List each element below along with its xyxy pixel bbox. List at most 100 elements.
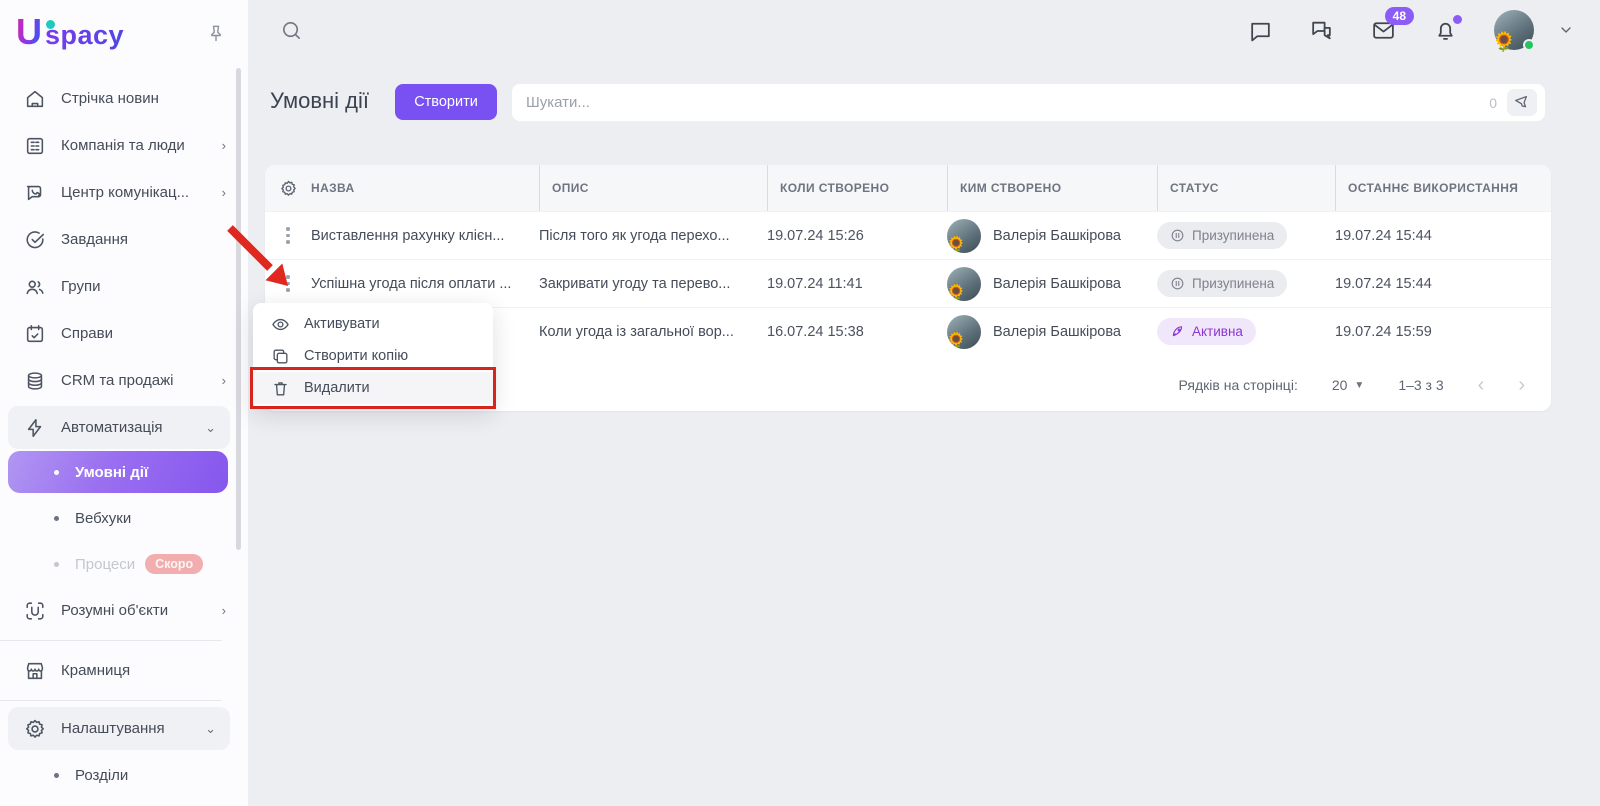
- logo-mark: U: [16, 11, 42, 52]
- row-actions-kebab-icon[interactable]: [265, 275, 311, 292]
- notifications-bell-icon[interactable]: [1433, 14, 1462, 43]
- table-row[interactable]: Виставлення рахунку клієн... Після того …: [265, 211, 1551, 259]
- rows-per-page-select[interactable]: 20 ▼: [1331, 377, 1365, 393]
- search-input[interactable]: [526, 94, 1490, 111]
- sidebar-item-label: Автоматизація: [61, 419, 163, 436]
- table-header: НАЗВА ОПИС КОЛИ СТВОРЕНО КИМ СТВОРЕНО СТ…: [265, 165, 1551, 211]
- bullet-icon: [54, 561, 59, 567]
- create-button[interactable]: Створити: [395, 84, 497, 120]
- sidebar-nav: Стрічка новин Компанія та люди › Центр к…: [0, 61, 248, 798]
- sidebar-item-automation[interactable]: Автоматизація ⌄: [8, 406, 230, 449]
- cell-author: 🌻 Валерія Башкірова: [947, 266, 1157, 301]
- divider: [0, 700, 222, 701]
- main-content: Умовні дії Створити 0 НАЗВА ОПИС КОЛИ СТ…: [248, 0, 1600, 806]
- messenger-icon[interactable]: [1309, 18, 1334, 43]
- smart-objects-icon: [24, 600, 46, 622]
- filter-icon[interactable]: [1507, 89, 1537, 116]
- bullet-icon: [54, 772, 59, 778]
- chat-icon[interactable]: [1248, 18, 1273, 43]
- sidebar-item-smart-objects[interactable]: Розумні об'єкти ›: [0, 587, 240, 634]
- chevron-right-icon: ›: [221, 138, 226, 153]
- profile-chevron-down-icon[interactable]: [1558, 22, 1574, 38]
- previous-page-icon[interactable]: ‹: [1477, 374, 1485, 396]
- sidebar-subitem-conditional-actions[interactable]: Умовні дії: [8, 451, 228, 493]
- logo-dot-icon: [46, 20, 55, 29]
- calendar-icon: [24, 323, 46, 345]
- sidebar-subitem-sections[interactable]: Розділи: [0, 752, 240, 798]
- sidebar-item-activities[interactable]: Справи: [0, 310, 240, 357]
- sidebar-item-tasks[interactable]: Завдання: [0, 216, 240, 263]
- eye-icon: [271, 315, 290, 334]
- user-avatar[interactable]: 🌻: [1492, 10, 1535, 52]
- author-avatar: 🌻: [947, 314, 981, 349]
- rocket-icon: [1172, 326, 1183, 337]
- sidebar-item-settings[interactable]: Налаштування ⌄: [8, 707, 230, 750]
- author-avatar: 🌻: [947, 266, 981, 301]
- cell-last-used: 19.07.24 15:44: [1335, 227, 1432, 244]
- column-header-status[interactable]: СТАТУС: [1157, 165, 1335, 211]
- status-badge: Призупинена: [1157, 270, 1288, 297]
- pause-icon: [1171, 229, 1184, 242]
- pagination-range: 1–3 з 3: [1398, 377, 1444, 393]
- menu-item-delete[interactable]: Видалити: [253, 372, 493, 404]
- author-name: Валерія Башкірова: [993, 227, 1121, 244]
- table-row[interactable]: Успішна угода після оплати ... Закривати…: [265, 259, 1551, 307]
- table-pagination: Рядків на сторінці: 20 ▼ 1–3 з 3 ‹ ›: [265, 359, 1551, 411]
- cell-description: Після того як угода перехо...: [539, 227, 730, 244]
- logo-text: spacy: [45, 20, 125, 50]
- sidebar-item-crm[interactable]: CRM та продажі ›: [0, 357, 240, 404]
- sidebar-item-groups[interactable]: Групи: [0, 263, 240, 310]
- uspacy-logo[interactable]: U spacy: [16, 14, 124, 51]
- column-header-author[interactable]: КИМ СТВОРЕНО: [947, 165, 1157, 211]
- cell-last-used: 19.07.24 15:59: [1335, 323, 1432, 340]
- row-context-menu: Активувати Створити копію Видалити: [253, 303, 493, 409]
- sidebar-item-label: CRM та продажі: [61, 372, 174, 389]
- status-badge: Призупинена: [1157, 222, 1288, 249]
- page-title: Умовні дії: [270, 88, 370, 113]
- cell-status: Призупинена: [1157, 222, 1335, 249]
- sidebar: U spacy Стрічка новин Компанія та люди ›…: [0, 0, 248, 806]
- sidebar-item-label: Стрічка новин: [61, 90, 159, 107]
- pause-icon: [1171, 277, 1184, 290]
- cell-last-used: 19.07.24 15:44: [1335, 275, 1432, 292]
- sidebar-item-news-feed[interactable]: Стрічка новин: [0, 75, 240, 122]
- author-name: Валерія Башкірова: [993, 323, 1121, 340]
- sidebar-item-company-people[interactable]: Компанія та люди ›: [0, 122, 240, 169]
- chevron-right-icon: ›: [221, 185, 226, 200]
- column-header-last-used[interactable]: ОСТАННЄ ВИКОРИСТАННЯ: [1335, 165, 1551, 211]
- table-settings-gear-icon[interactable]: [265, 165, 311, 211]
- sidebar-item-marketplace[interactable]: Крамниця: [0, 647, 240, 694]
- online-status-dot: [1523, 39, 1535, 51]
- search-icon[interactable]: [280, 19, 303, 42]
- sidebar-item-label: Центр комунікац...: [61, 184, 190, 201]
- table-row[interactable]: Коли угода із загальної вор... 16.07.24 …: [265, 307, 1551, 355]
- home-icon: [24, 88, 46, 110]
- menu-item-activate[interactable]: Активувати: [253, 308, 493, 340]
- menu-item-label: Створити копію: [304, 348, 409, 364]
- copy-icon: [271, 347, 290, 366]
- menu-item-duplicate[interactable]: Створити копію: [253, 340, 493, 372]
- chevron-down-icon: ⌄: [205, 720, 216, 736]
- sidebar-subitem-webhooks[interactable]: Вебхуки: [0, 495, 240, 541]
- shop-icon: [24, 660, 46, 682]
- cell-name: Виставлення рахунку клієн...: [311, 227, 505, 244]
- groups-icon: [24, 276, 46, 298]
- table-search-field[interactable]: 0: [512, 84, 1545, 121]
- pin-icon[interactable]: [206, 23, 226, 43]
- next-page-icon[interactable]: ›: [1518, 374, 1525, 396]
- mail-badge: 48: [1384, 6, 1414, 25]
- row-actions-kebab-icon[interactable]: [265, 227, 311, 244]
- column-header-description[interactable]: ОПИС: [539, 165, 767, 211]
- tasks-icon: [24, 229, 46, 251]
- company-icon: [24, 135, 46, 157]
- topbar: 48 🌻: [248, 0, 1600, 60]
- sidebar-item-communication-center[interactable]: Центр комунікац... ›: [0, 169, 240, 216]
- column-header-name[interactable]: НАЗВА: [311, 181, 355, 195]
- cell-created: 19.07.24 11:41: [767, 275, 863, 292]
- sidebar-item-label: Справи: [61, 325, 113, 342]
- mail-icon[interactable]: 48: [1370, 6, 1414, 43]
- column-header-created[interactable]: КОЛИ СТВОРЕНО: [767, 165, 947, 211]
- sidebar-scrollbar[interactable]: [236, 68, 241, 550]
- author-avatar: 🌻: [947, 218, 981, 253]
- bullet-icon: [54, 469, 59, 475]
